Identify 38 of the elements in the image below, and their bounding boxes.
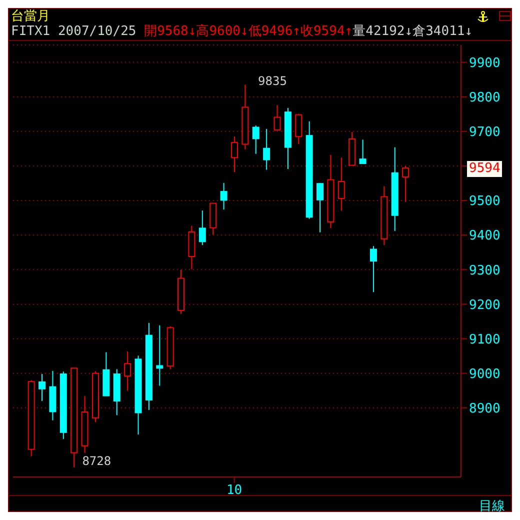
y-tick-label: 9300: [469, 263, 500, 278]
candlestick: [295, 113, 302, 145]
candlestick: [156, 324, 164, 386]
text: 倉34011↓: [412, 24, 473, 39]
candlestick: [402, 165, 410, 202]
y-tick-label: 9400: [469, 228, 500, 244]
candlestick: [220, 182, 228, 210]
y-tick-label: 8900: [469, 401, 500, 416]
candlestick: [263, 128, 270, 170]
candlestick: [338, 157, 345, 212]
text: 9594: [467, 161, 502, 178]
text: 目線: [479, 498, 505, 515]
y-tick-label: 9000: [469, 366, 500, 382]
y-tick-label: 9800: [469, 90, 500, 106]
y-tick-label: 9900: [469, 56, 500, 71]
text: 量42192↓: [352, 24, 413, 39]
x-tick-label: 10: [226, 483, 242, 498]
candlestick: [230, 136, 238, 173]
candlestick: [198, 210, 206, 246]
candlestick: [359, 139, 366, 164]
text: 高9600↓: [196, 24, 248, 39]
candlestick: [252, 125, 260, 154]
text: 收9594↑: [300, 24, 353, 39]
chart-subtitle: FITX1 2007/10/25: [11, 24, 138, 39]
candlestick: [124, 351, 132, 392]
y-tick-label: 9100: [469, 332, 500, 348]
annotation: 9835: [258, 74, 287, 88]
chart-title: 台當月: [11, 9, 51, 24]
text: 開9568↓: [144, 24, 196, 39]
candlestick: [316, 182, 324, 233]
y-tick-label: 9700: [469, 125, 500, 140]
candlestick: [274, 104, 281, 131]
y-tick-label: 9500: [469, 194, 500, 210]
y-tick-label: 9200: [469, 298, 500, 313]
candlestick: [370, 246, 377, 293]
candlestick: [38, 374, 46, 402]
text: 低9496↑: [248, 24, 300, 39]
annotation: 8728: [82, 454, 112, 468]
